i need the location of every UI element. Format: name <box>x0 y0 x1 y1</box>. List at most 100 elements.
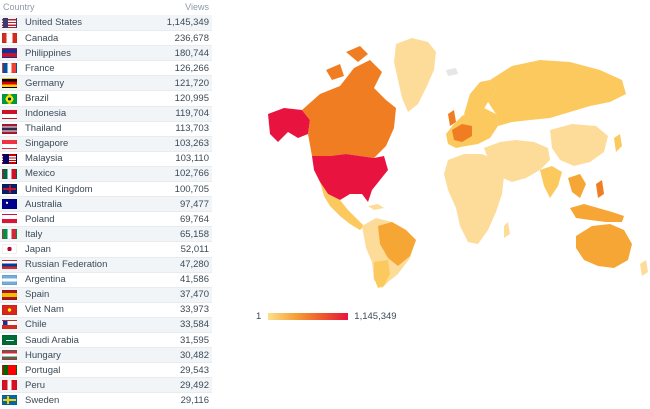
map-region-australia[interactable] <box>576 224 632 268</box>
map-region-scandinavia[interactable] <box>464 80 496 114</box>
map-region-usa[interactable] <box>312 154 388 202</box>
country-name: Poland <box>25 213 55 225</box>
table-row[interactable]: Chile 33,584 <box>0 316 212 332</box>
country-name: Germany <box>25 77 65 89</box>
map-region-indonesia[interactable] <box>570 204 624 222</box>
country-views: 29,116 <box>180 394 209 406</box>
country-views: 65,158 <box>179 228 209 240</box>
legend-gradient-bar <box>268 312 349 320</box>
ca-flag <box>2 33 17 44</box>
vn-flag <box>2 304 17 315</box>
country-views: 120,995 <box>174 93 209 105</box>
map-region-argentina-chile[interactable] <box>374 260 390 288</box>
color-scale-legend: 1 1,145,349 <box>256 309 397 323</box>
table-row[interactable]: Indonesia 119,704 <box>0 105 212 121</box>
country-name: Argentina <box>25 274 66 286</box>
gb-flag <box>2 184 17 195</box>
table-row[interactable]: Peru 29,492 <box>0 377 212 393</box>
map-region-philippines[interactable] <box>596 180 604 198</box>
cl-flag <box>2 319 17 330</box>
country-views: 100,705 <box>174 183 209 195</box>
views-by-country-table: Country Views United States 1,145,349 Cana… <box>0 0 212 407</box>
country-views: 47,280 <box>179 259 209 271</box>
table-row[interactable]: Malaysia 103,110 <box>0 150 212 166</box>
table-row[interactable]: Canada 236,678 <box>0 30 212 45</box>
country-name: Viet Nam <box>25 304 64 316</box>
id-flag <box>2 108 17 119</box>
map-region-mexico[interactable] <box>320 182 364 230</box>
fr-flag <box>2 63 17 74</box>
map-region-japan[interactable] <box>614 134 622 152</box>
au-flag <box>2 199 17 210</box>
map-region-russia[interactable] <box>488 60 626 126</box>
country-name: United Kingdom <box>25 183 93 195</box>
mx-flag <box>2 168 17 179</box>
map-region-france-germany[interactable] <box>452 124 472 142</box>
country-name: Singapore <box>25 138 69 150</box>
country-views: 41,586 <box>179 274 209 286</box>
map-region-new-zealand[interactable] <box>640 260 648 276</box>
it-flag <box>2 229 17 240</box>
country-views: 102,766 <box>174 168 209 180</box>
map-region-canada[interactable] <box>302 60 396 158</box>
table-row[interactable]: Sweden 29,116 <box>0 392 212 407</box>
table-row[interactable]: Thailand 113,703 <box>0 120 212 136</box>
country-name: France <box>25 62 55 74</box>
country-views: 30,482 <box>179 349 209 361</box>
table-row[interactable]: Portugal 29,543 <box>0 362 212 377</box>
hu-flag <box>2 350 17 361</box>
country-views: 33,973 <box>179 304 209 316</box>
table-row[interactable]: Russian Federation 47,280 <box>0 256 212 272</box>
table-row[interactable]: Spain 37,470 <box>0 286 212 302</box>
map-region-madagascar[interactable] <box>504 222 510 238</box>
map-region-alaska[interactable] <box>268 108 310 142</box>
country-name: Sweden <box>25 394 60 406</box>
table-body: United States 1,145,349 Canada 236,678 Phili… <box>0 15 212 407</box>
table-row[interactable]: Brazil 120,995 <box>0 90 212 105</box>
table-row[interactable]: Viet Nam 33,973 <box>0 301 212 317</box>
table-row[interactable]: Argentina 41,586 <box>0 271 212 287</box>
map-region-uk[interactable] <box>448 110 456 126</box>
country-name: Chile <box>25 319 47 331</box>
world-map[interactable] <box>250 30 650 290</box>
table-row[interactable]: Poland 69,764 <box>0 211 212 226</box>
country-name: Saudi Arabia <box>25 334 79 346</box>
table-row[interactable]: Saudi Arabia 31,595 <box>0 331 212 347</box>
country-views: 119,704 <box>175 108 209 120</box>
country-views: 126,266 <box>174 62 209 74</box>
map-region-southeast-asia[interactable] <box>568 174 586 198</box>
table-row[interactable]: Australia 97,477 <box>0 196 212 212</box>
table-row[interactable]: Japan 52,011 <box>0 241 212 256</box>
table-row[interactable]: Italy 65,158 <box>0 226 212 242</box>
table-row[interactable]: Hungary 30,482 <box>0 347 212 363</box>
country-name: Hungary <box>25 349 61 361</box>
pt-flag <box>2 365 17 376</box>
map-region-canada-islands[interactable] <box>326 46 368 80</box>
sg-flag <box>2 138 17 149</box>
country-name: Mexico <box>25 168 56 180</box>
map-region-brazil[interactable] <box>378 222 416 266</box>
map-region-caribbean[interactable] <box>368 204 384 210</box>
country-name: Russian Federation <box>25 259 108 271</box>
table-row[interactable]: Philippines 180,744 <box>0 45 212 61</box>
map-region-iceland[interactable] <box>446 68 458 76</box>
legend-min-label: 1 <box>256 310 262 322</box>
table-row[interactable]: Mexico 102,766 <box>0 165 212 182</box>
table-row[interactable]: Singapore 103,263 <box>0 135 212 151</box>
views-column-header: Views <box>185 2 209 12</box>
table-row[interactable]: United Kingdom 100,705 <box>0 181 212 196</box>
country-views: 29,543 <box>179 364 209 376</box>
country-views: 31,595 <box>179 334 209 346</box>
country-views: 103,263 <box>174 138 209 150</box>
table-header: Country Views <box>0 0 212 15</box>
table-row[interactable]: France 126,266 <box>0 60 212 75</box>
map-region-greenland[interactable] <box>394 38 436 112</box>
table-row[interactable]: Germany 121,720 <box>0 75 212 91</box>
table-row[interactable]: United States 1,145,349 <box>0 15 212 31</box>
country-name: Japan <box>25 243 51 255</box>
country-name: Australia <box>25 198 62 210</box>
map-region-china[interactable] <box>550 124 608 166</box>
map-region-africa[interactable] <box>444 154 504 244</box>
map-region-india[interactable] <box>540 166 562 198</box>
country-name: Italy <box>25 228 43 240</box>
